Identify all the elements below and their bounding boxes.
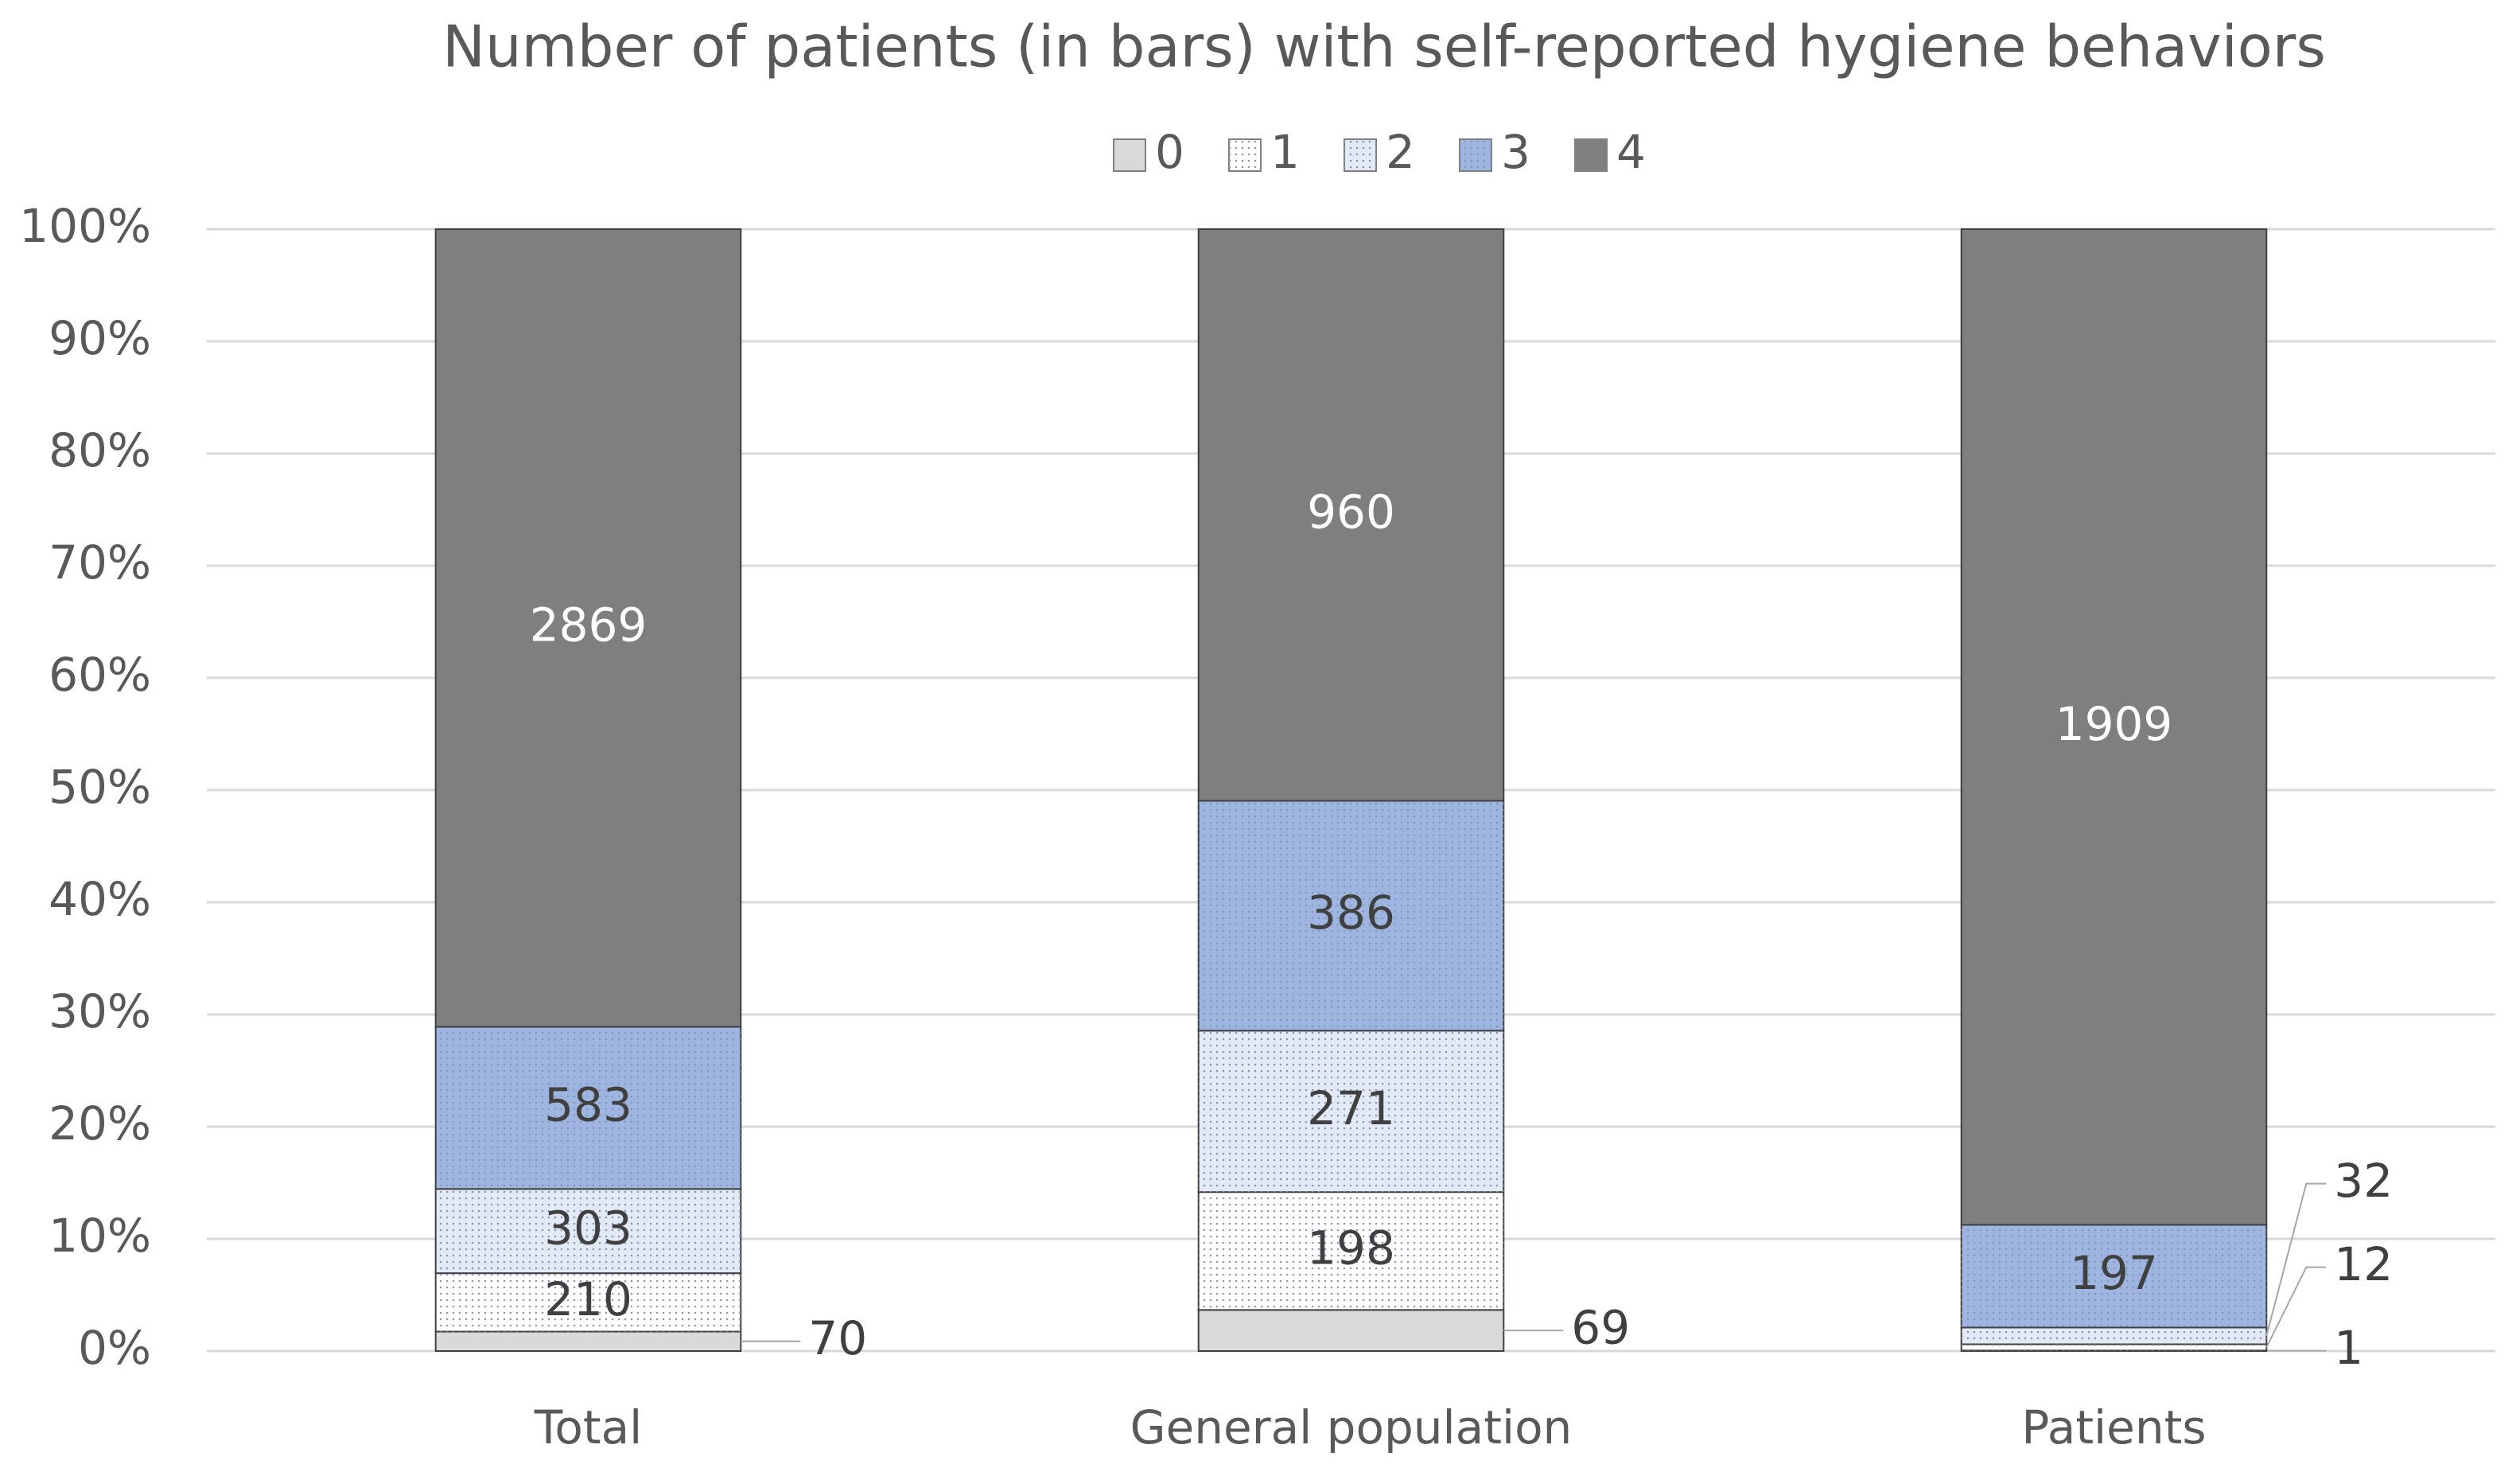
y-tick-label: 10% <box>49 1209 151 1263</box>
data-label: 70 <box>808 1311 867 1365</box>
legend-swatch <box>1574 138 1608 172</box>
legend-label: 3 <box>1501 125 1530 179</box>
bar-segment-pattern <box>1198 1192 1504 1310</box>
x-tick-label: General population <box>1130 1400 1573 1454</box>
bar-segment <box>1197 228 1505 802</box>
bar-segment-pattern <box>1198 1030 1504 1193</box>
bar-segment-pattern <box>435 1189 741 1274</box>
data-label: 271 <box>1307 1081 1395 1135</box>
legend-swatch-pattern <box>1229 139 1261 171</box>
leader-line <box>2265 1266 2327 1348</box>
data-label: 583 <box>544 1078 632 1132</box>
chart-title: Number of patients (in bars) with self-r… <box>442 14 2326 80</box>
data-label: 12 <box>2334 1237 2393 1291</box>
y-tick-label: 60% <box>49 648 151 702</box>
bar-segment-pattern <box>1961 1344 2267 1351</box>
data-label: 210 <box>544 1272 632 1326</box>
legend-label: 0 <box>1155 125 1184 179</box>
y-tick-label: 20% <box>49 1096 151 1151</box>
legend-label: 2 <box>1386 125 1415 179</box>
data-label: 1 <box>2334 1321 2363 1375</box>
leader-line <box>2265 1182 2327 1337</box>
data-label: 303 <box>544 1201 632 1255</box>
x-tick-label: Patients <box>2021 1400 2206 1454</box>
data-label: 69 <box>1571 1300 1630 1354</box>
legend-label: 4 <box>1616 125 1646 179</box>
legend-swatch-pattern <box>1344 139 1376 171</box>
bar-segment-pattern <box>435 1026 741 1190</box>
x-tick-label: Total <box>534 1400 642 1454</box>
y-tick-label: 50% <box>49 760 151 814</box>
y-tick-label: 70% <box>49 535 151 590</box>
legend-label: 1 <box>1270 125 1300 179</box>
bar-segment <box>434 228 742 1028</box>
y-tick-label: 0% <box>78 1321 151 1375</box>
data-label: 1909 <box>2055 697 2173 751</box>
bar-segment-pattern <box>1198 800 1504 1031</box>
bar-segment-pattern <box>435 1273 741 1332</box>
data-label: 32 <box>2334 1154 2393 1208</box>
data-label: 386 <box>1307 886 1395 940</box>
bar-segment-pattern <box>1961 1225 2267 1328</box>
bar-segment <box>434 1330 742 1353</box>
legend-swatch-pattern <box>1460 139 1491 171</box>
y-tick-label: 100% <box>19 199 151 253</box>
data-label: 2869 <box>530 598 648 652</box>
y-tick-label: 90% <box>49 311 151 365</box>
bar-segment <box>1197 1309 1505 1352</box>
y-tick-label: 30% <box>49 984 151 1038</box>
legend-swatch <box>1113 138 1146 172</box>
y-tick-label: 40% <box>49 872 151 926</box>
y-tick-label: 80% <box>49 423 151 477</box>
data-label: 197 <box>2070 1246 2158 1300</box>
data-label: 960 <box>1307 485 1395 539</box>
data-label: 198 <box>1307 1221 1395 1275</box>
bar-segment-pattern <box>1961 1327 2267 1345</box>
bar-segment <box>1960 228 2268 1226</box>
